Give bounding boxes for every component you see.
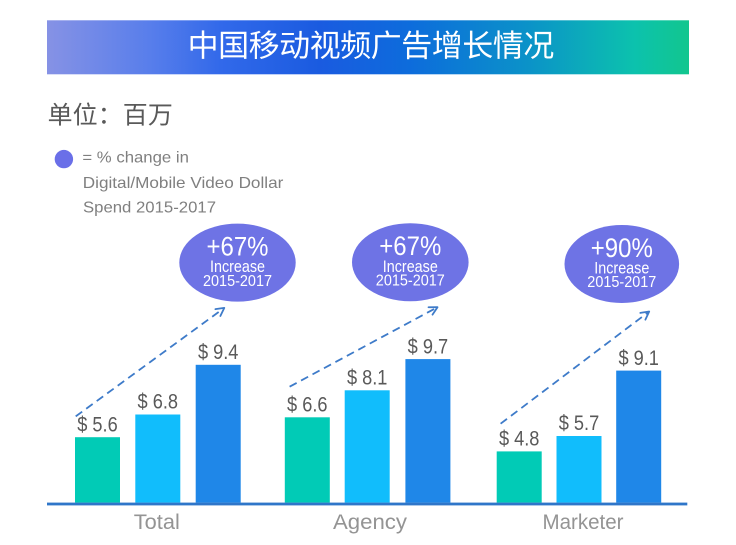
svg-text:+67%: +67%	[379, 231, 441, 261]
svg-text:Digital/Mobile Video Dollar: Digital/Mobile Video Dollar	[83, 175, 284, 192]
svg-text:= % change in: = % change in	[82, 150, 188, 167]
svg-text:+67%: +67%	[207, 232, 269, 262]
svg-text:Increase: Increase	[210, 258, 265, 276]
svg-text:Increase: Increase	[383, 258, 438, 276]
svg-text:$ 6.8: $ 6.8	[138, 390, 179, 414]
svg-text:2015-2017: 2015-2017	[376, 272, 445, 289]
svg-text:2015-2017: 2015-2017	[203, 273, 272, 290]
svg-text:Agency: Agency	[333, 511, 408, 534]
svg-text:$ 5.6: $ 5.6	[77, 412, 118, 436]
svg-text:Increase: Increase	[594, 260, 649, 278]
svg-text:Total: Total	[134, 511, 180, 534]
svg-text:Spend 2015-2017: Spend 2015-2017	[83, 199, 216, 216]
svg-text:$ 9.4: $ 9.4	[198, 340, 239, 364]
svg-text:Marketer: Marketer	[543, 511, 624, 534]
svg-text:$ 9.1: $ 9.1	[618, 346, 659, 370]
svg-text:$ 9.7: $ 9.7	[408, 334, 449, 358]
svg-text:+90%: +90%	[591, 233, 653, 263]
svg-text:$ 6.6: $ 6.6	[287, 393, 328, 417]
svg-text:2015-2017: 2015-2017	[587, 274, 656, 291]
svg-text:$ 5.7: $ 5.7	[559, 411, 600, 435]
svg-text:$ 8.1: $ 8.1	[347, 366, 388, 390]
svg-text:$ 4.8: $ 4.8	[499, 427, 540, 451]
